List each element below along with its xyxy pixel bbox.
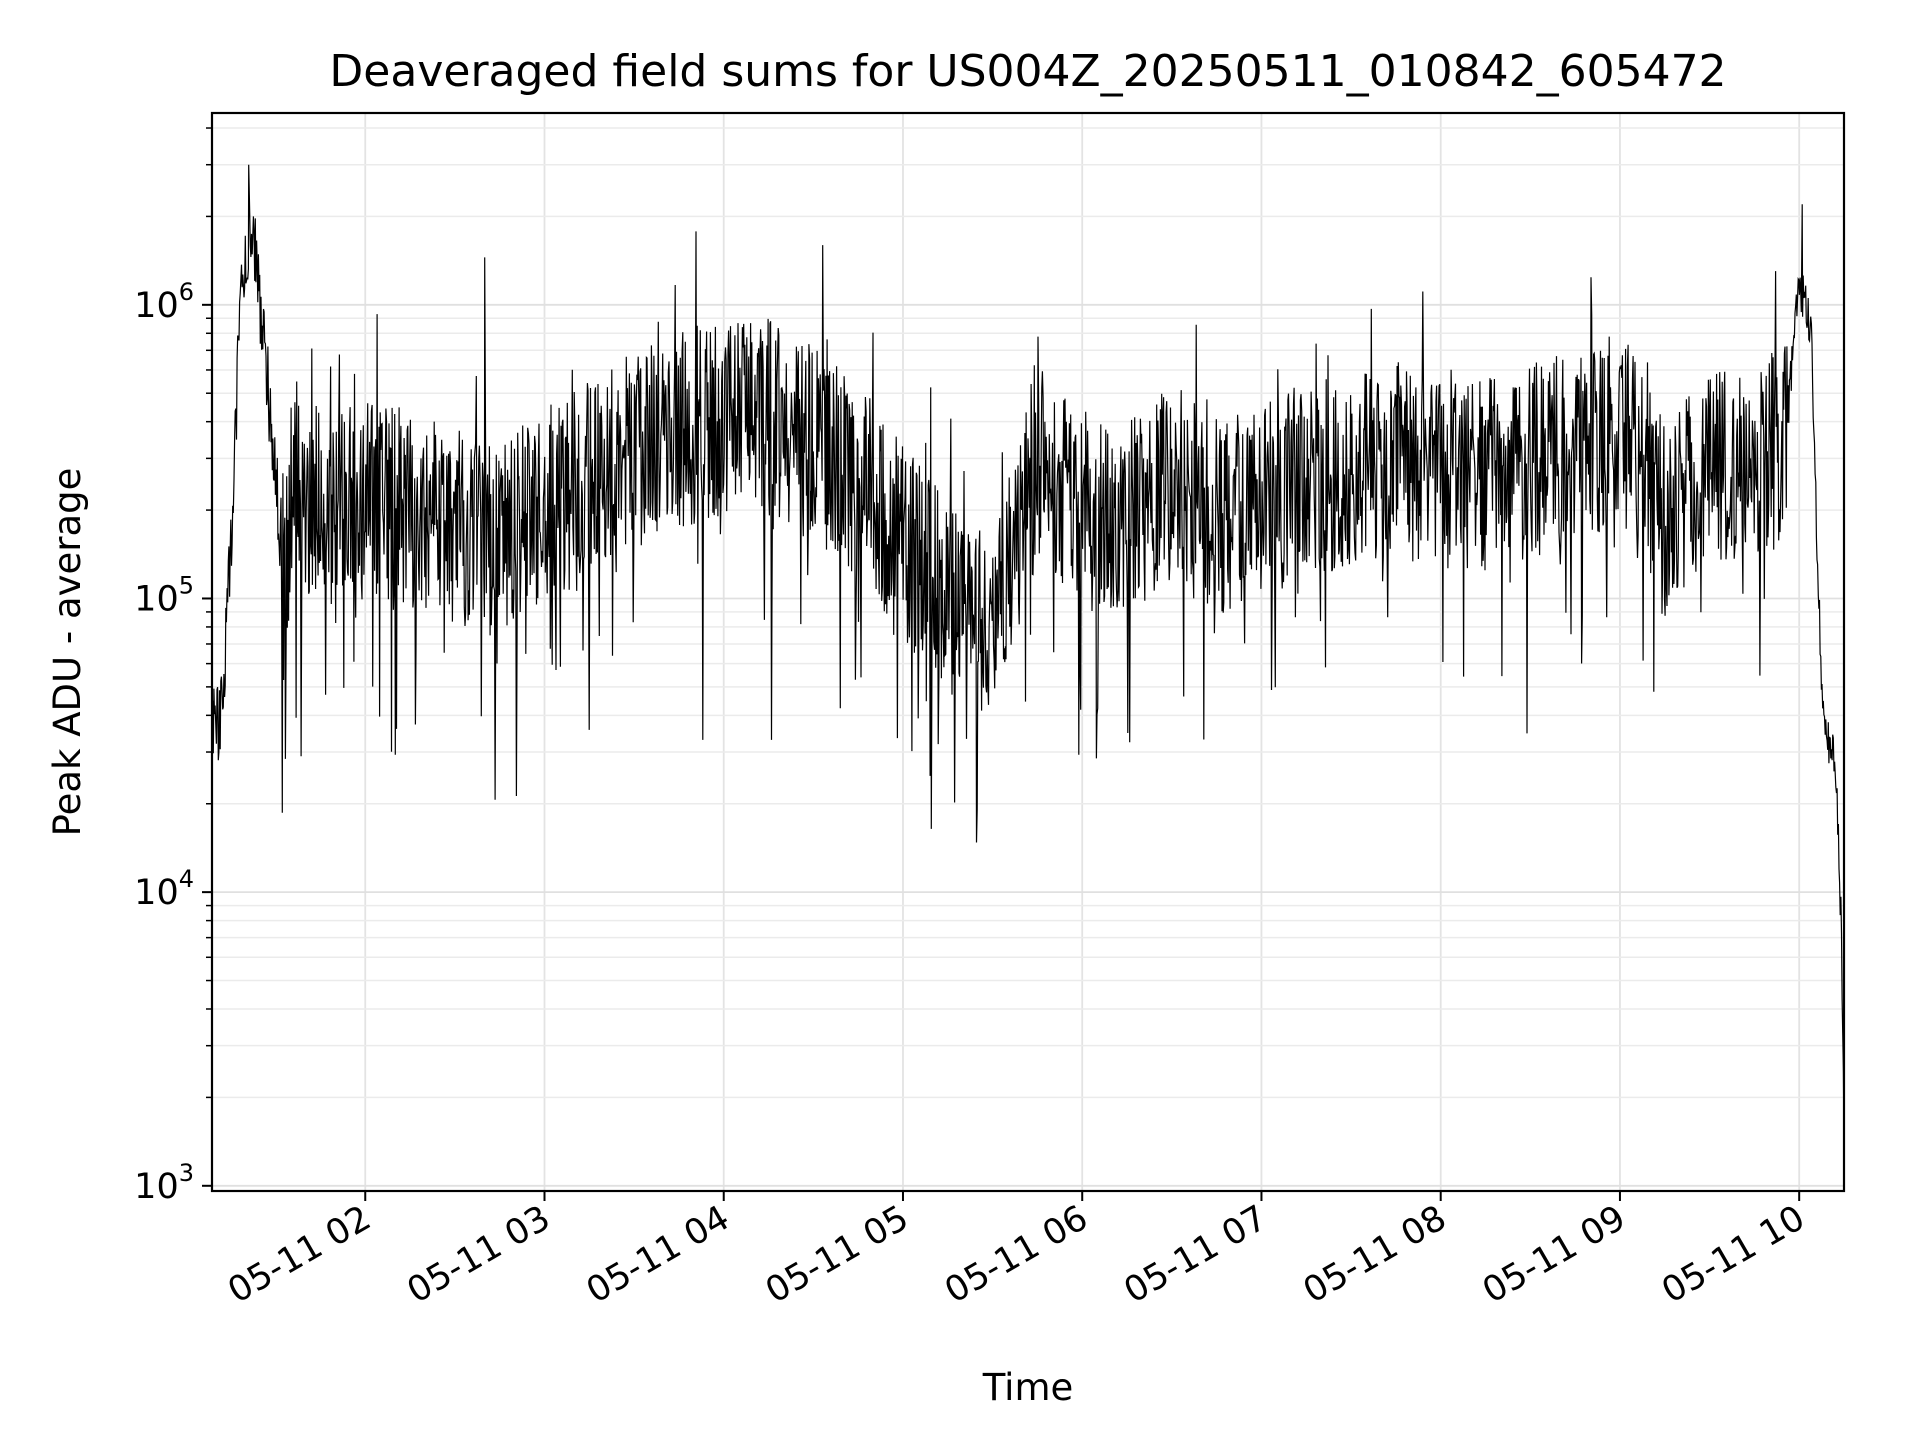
y-axis-label: Peak ADU - average bbox=[46, 468, 89, 837]
plot-frame bbox=[210, 111, 1846, 1193]
y-tick-label: 106 bbox=[134, 278, 194, 326]
y-tick-label: 105 bbox=[134, 571, 194, 619]
series-line bbox=[211, 164, 1845, 1143]
y-tick-label: 104 bbox=[134, 865, 194, 913]
x-axis-label: Time bbox=[982, 1366, 1074, 1409]
chart-title: Deaveraged field sums for US004Z_2025051… bbox=[329, 46, 1726, 97]
data-series-group bbox=[211, 164, 1845, 1143]
y-tick-label: 103 bbox=[134, 1159, 194, 1207]
